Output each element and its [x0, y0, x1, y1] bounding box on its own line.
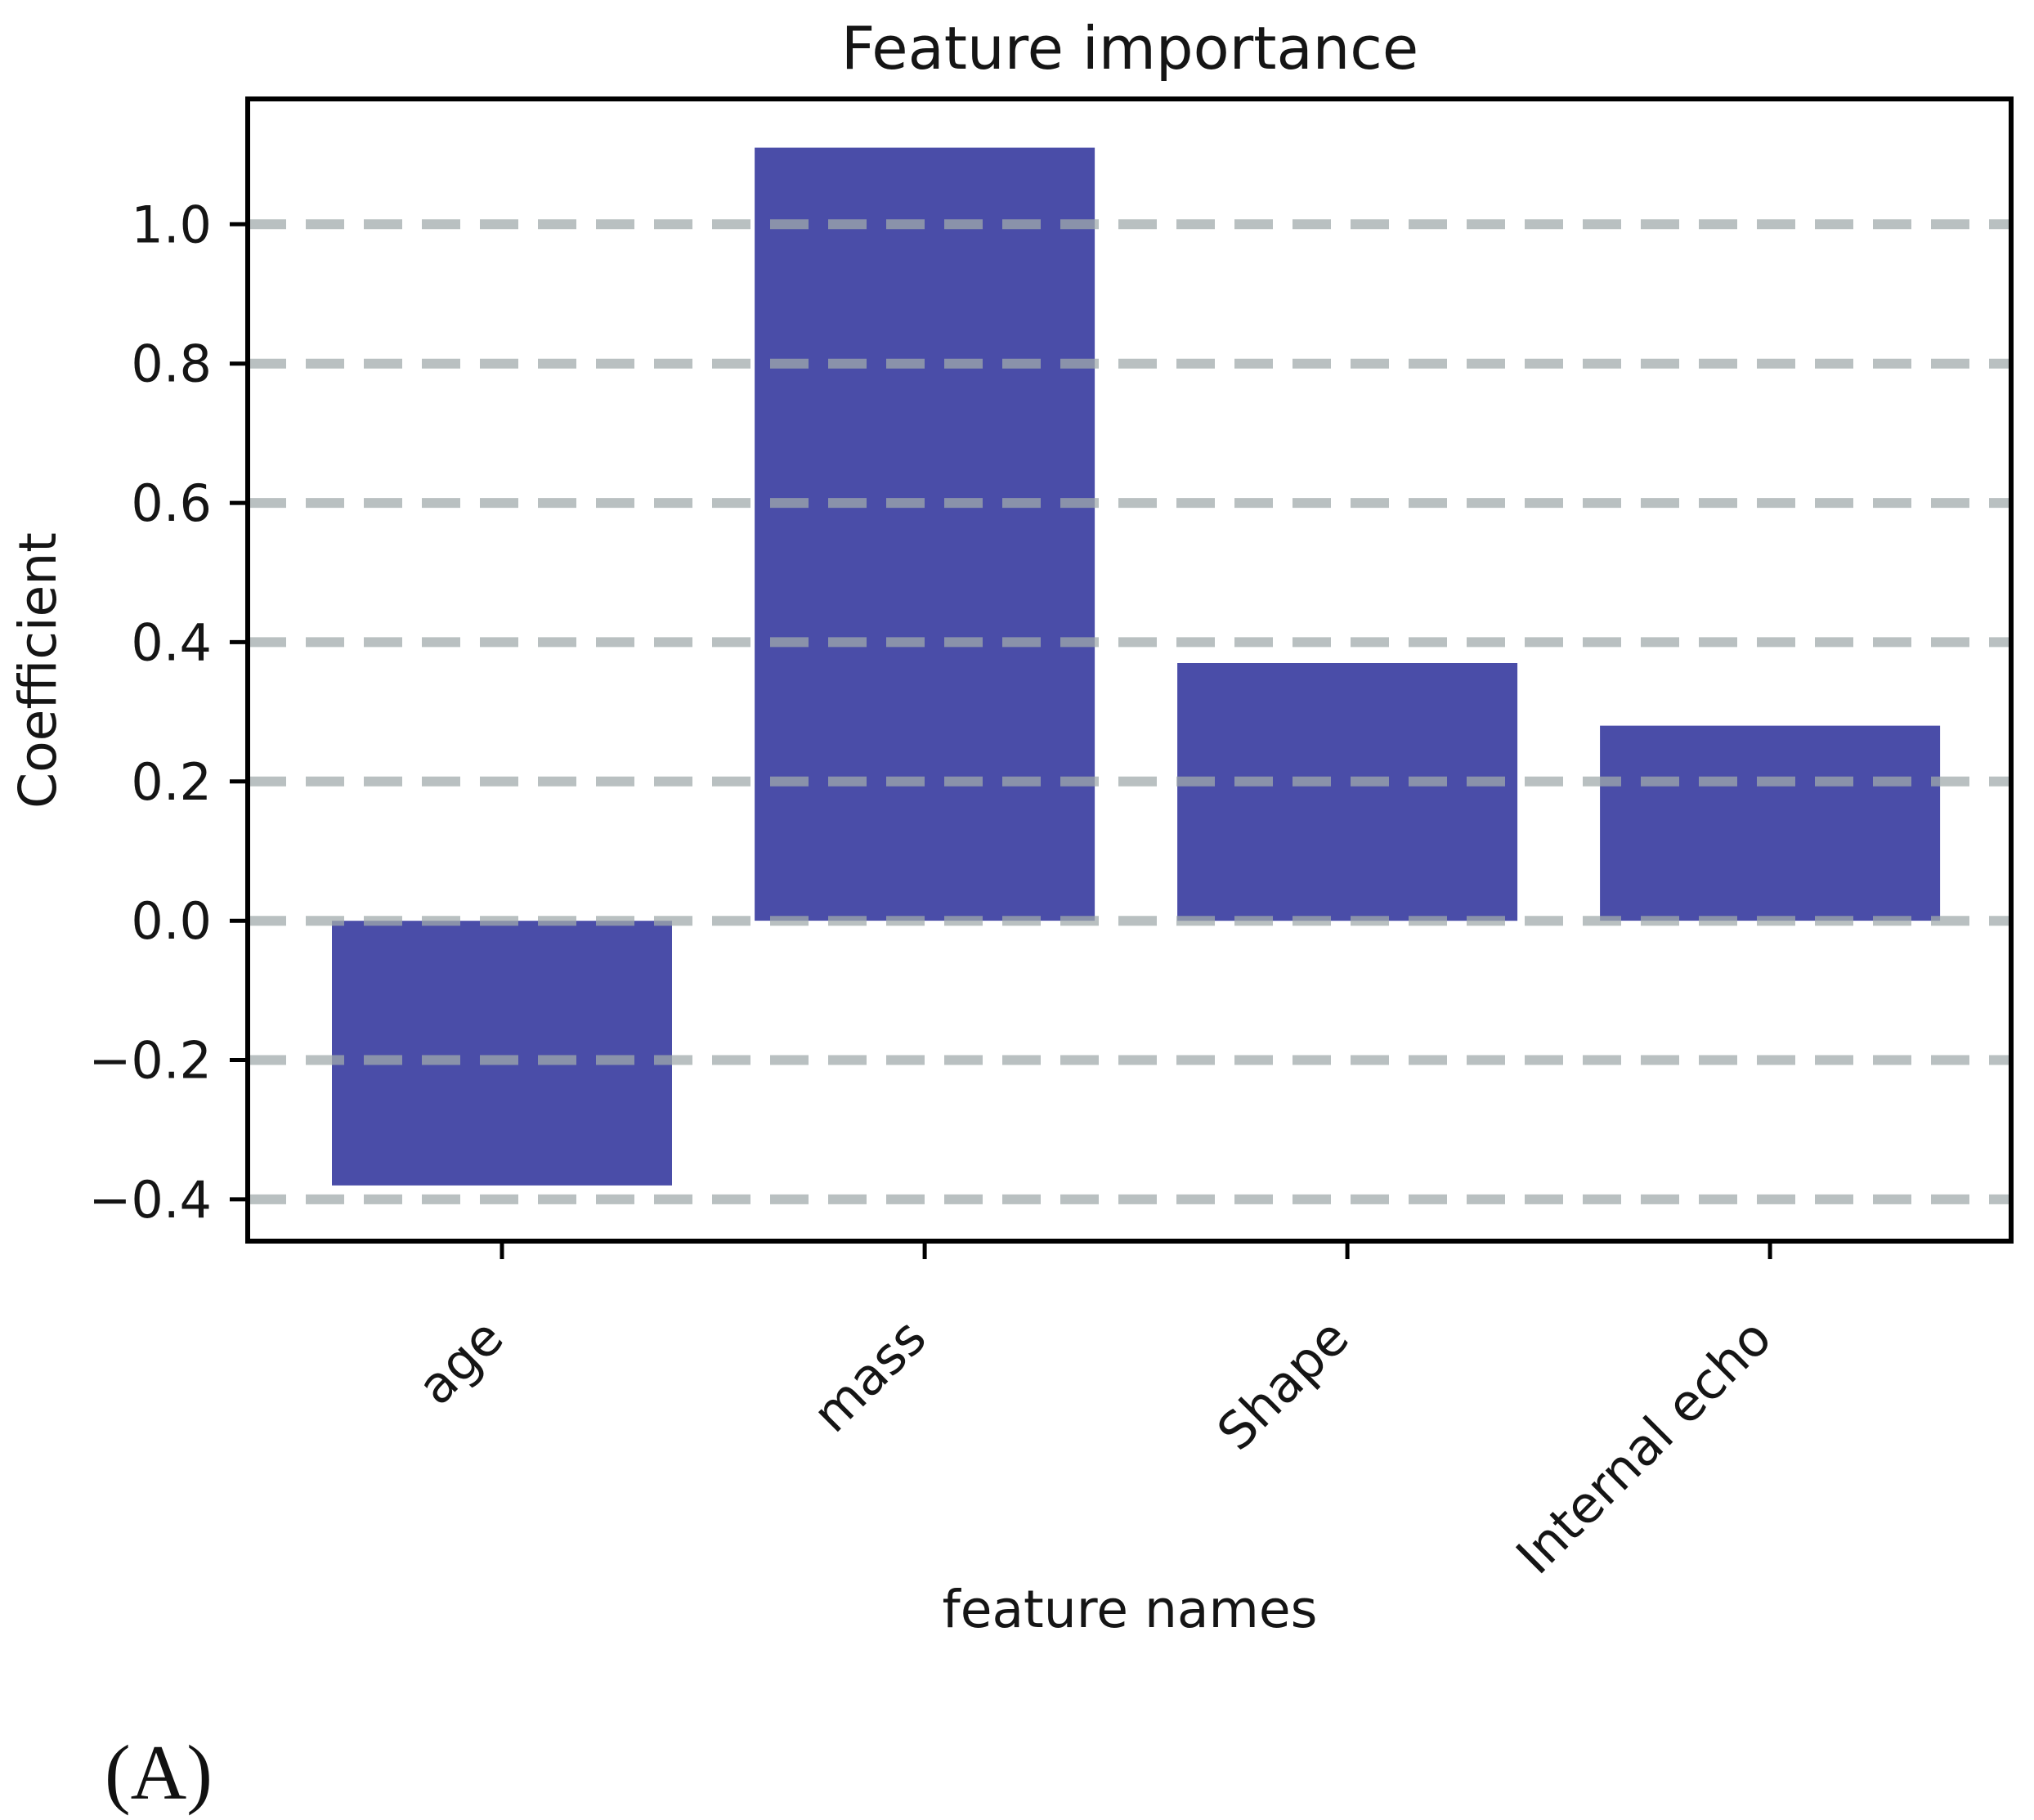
x-axis-label: feature names — [943, 1580, 1318, 1639]
x-tick-label-age: age — [405, 1307, 514, 1416]
y-axis-label: Coefficient — [8, 532, 68, 809]
y-tick-label: 0.6 — [131, 473, 212, 533]
y-tick-label: 0.0 — [131, 891, 212, 951]
chart-title: Feature importance — [841, 14, 1418, 83]
bar-mass — [755, 147, 1095, 921]
plot-border — [245, 96, 2014, 1244]
x-tick-label-shape: Shape — [1206, 1307, 1360, 1462]
y-tick-label: 0.8 — [131, 334, 212, 394]
x-tick-label-mass: mass — [801, 1307, 938, 1444]
x-tick-label-internal-echo: Internal echo — [1505, 1307, 1783, 1585]
y-tick-label: −0.2 — [88, 1031, 212, 1091]
y-tick-label: 1.0 — [131, 195, 212, 254]
y-axis-ticks: 1.0 0.8 0.6 0.4 0.2 0.0 −0.2 −0.4 — [88, 195, 248, 1230]
panel-label: (A) — [105, 1729, 213, 1816]
y-tick-label: 0.4 — [131, 612, 212, 672]
bar-internal-echo — [1600, 725, 1941, 921]
x-axis-ticks: age mass Shape Internal echo — [405, 1241, 1783, 1585]
bars — [332, 147, 1941, 1186]
gridlines — [248, 219, 2011, 1204]
bar-shape — [1177, 663, 1518, 921]
y-tick-label: −0.4 — [88, 1170, 212, 1230]
y-tick-label: 0.2 — [131, 752, 212, 812]
bar-age — [332, 921, 672, 1186]
